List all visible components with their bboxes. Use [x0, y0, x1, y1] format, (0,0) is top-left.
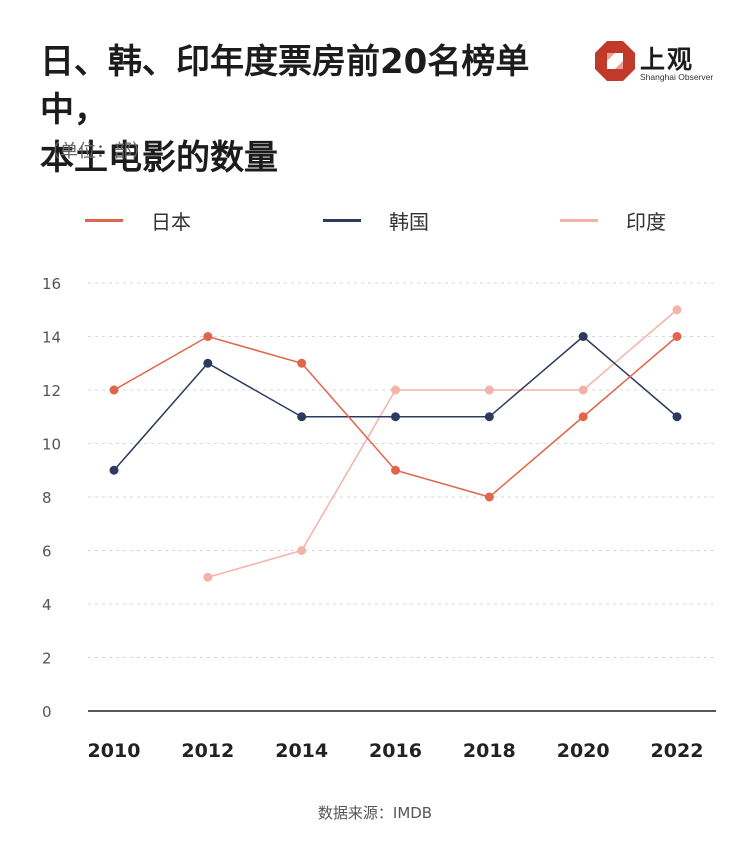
- chart-title-line-1: 日、韩、印年度票房前20名榜单中，: [40, 42, 530, 130]
- y-tick-label: 12: [42, 382, 61, 400]
- data-point: [484, 492, 494, 502]
- logo-english-text: Shanghai Observer: [640, 72, 714, 82]
- data-point: [109, 465, 119, 475]
- data-point: [297, 358, 307, 368]
- x-tick-label: 2022: [651, 740, 704, 762]
- data-point: [391, 465, 400, 475]
- x-tick-label: 2018: [463, 740, 516, 762]
- x-tick-label: 2010: [88, 740, 141, 762]
- x-tick-label: 2012: [181, 740, 234, 762]
- shanghai-observer-logo: 上观 Shanghai Observer: [594, 40, 714, 88]
- data-point: [391, 412, 400, 422]
- chart-title-line-2: 本土电影的数量: [40, 138, 278, 178]
- y-tick-label: 16: [42, 275, 61, 293]
- legend-label-japan: 日本: [151, 209, 191, 234]
- data-point: [297, 412, 307, 422]
- y-tick-label: 4: [42, 596, 52, 614]
- data-point: [297, 546, 307, 555]
- x-tick-label: 2014: [275, 740, 328, 762]
- legend-swatch-japan: [85, 218, 123, 222]
- y-tick-label: 2: [42, 650, 52, 668]
- data-point: [391, 385, 400, 395]
- data-point: [109, 385, 119, 395]
- logo-chinese-text: 上观: [640, 45, 695, 74]
- y-tick-label: 6: [42, 543, 52, 561]
- y-tick-label: 14: [42, 329, 61, 347]
- data-point: [672, 305, 682, 315]
- data-point: [203, 332, 213, 341]
- legend-label-korea: 韩国: [389, 209, 429, 234]
- data-point: [203, 358, 213, 368]
- logo-mark-icon: [595, 41, 635, 81]
- data-point: [672, 332, 682, 341]
- series-line: [207, 309, 678, 578]
- x-tick-label: 2020: [557, 740, 610, 762]
- legend-swatch-korea: [323, 218, 361, 222]
- y-tick-label: 8: [42, 489, 52, 507]
- legend-item-japan: 日本: [85, 206, 191, 234]
- legend-label-india: 印度: [626, 209, 666, 234]
- data-point: [578, 412, 588, 422]
- x-tick-label: 2016: [369, 740, 422, 762]
- series-line: [113, 335, 678, 471]
- data-point: [672, 412, 682, 422]
- y-tick-label: 0: [42, 703, 52, 721]
- data-point: [578, 332, 588, 341]
- data-source: 数据来源：IMDB: [317, 804, 433, 822]
- data-point: [484, 385, 494, 395]
- data-point: [578, 385, 588, 395]
- legend-item-india: 印度: [560, 206, 666, 234]
- data-point: [484, 412, 494, 422]
- legend-swatch-india: [560, 218, 598, 222]
- y-tick-label: 10: [42, 436, 61, 454]
- legend-item-korea: 韩国: [323, 206, 429, 234]
- data-point: [203, 572, 213, 582]
- chart-title: 日、韩、印年度票房前20名榜单中， 本土电影的数量: [40, 38, 580, 182]
- unit-label: （单位：部）: [42, 141, 150, 162]
